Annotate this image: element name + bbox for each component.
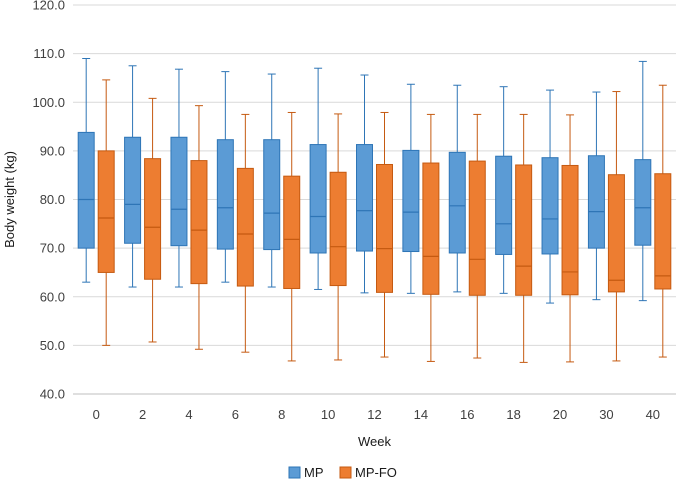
box-mp-fo-week-18	[515, 113, 533, 363]
legend-label: MP	[304, 465, 324, 480]
box-mp-fo-week-40	[654, 84, 672, 358]
x-tick-label: 6	[232, 407, 239, 422]
box-mp-week-14	[402, 83, 420, 294]
box-mp-fo-week-30	[607, 91, 625, 362]
box-mp-fo-week-12	[376, 111, 393, 358]
legend-swatch	[288, 466, 301, 479]
box-iqr	[124, 136, 142, 244]
box-iqr	[144, 158, 162, 280]
box-iqr	[283, 175, 301, 289]
box-mp-fo-week-20	[561, 114, 579, 363]
box-iqr	[97, 150, 115, 273]
legend-item-mp: MP	[288, 465, 324, 480]
y-tick-label: 50.0	[40, 338, 65, 353]
y-axis-ticks: 40.0 50.0 60.0 70.0 80.0 90.0 100.0 110.0 120.0	[32, 0, 65, 402]
x-tick-label: 4	[185, 407, 192, 422]
box-mp-week-4	[170, 68, 188, 288]
y-axis-title: Body weight (kg)	[2, 151, 17, 248]
legend-item-mp-fo: MP-FO	[339, 465, 397, 480]
box-iqr	[654, 173, 672, 290]
box-iqr	[356, 144, 373, 252]
x-tick-label: 8	[278, 407, 285, 422]
y-tick-label: 70.0	[40, 241, 65, 256]
y-tick-label: 110.0	[33, 46, 65, 61]
box-mp-week-40	[634, 60, 652, 302]
box-iqr	[448, 151, 466, 254]
x-tick-label: 12	[367, 407, 381, 422]
box-iqr	[329, 171, 347, 287]
box-mp-fo-week-0	[97, 79, 115, 346]
box-iqr	[495, 155, 513, 255]
box-iqr	[402, 149, 420, 253]
box-mp-fo-week-8	[283, 111, 301, 362]
x-axis-title: Week	[358, 434, 391, 449]
box-mp-week-10	[309, 67, 327, 290]
box-mp-fo-week-16	[468, 113, 486, 359]
box-iqr	[170, 136, 188, 247]
box-iqr	[236, 167, 254, 287]
y-tick-label: 60.0	[40, 289, 65, 304]
box-mp-week-16	[448, 84, 466, 293]
box-mp-week-12	[356, 74, 373, 294]
x-tick-label: 14	[414, 407, 428, 422]
box-iqr	[468, 160, 486, 296]
box-iqr	[607, 174, 625, 293]
legend-swatch	[339, 466, 352, 479]
box-iqr	[634, 159, 652, 246]
y-tick-label: 80.0	[40, 192, 65, 207]
box-mp-week-0	[77, 57, 95, 283]
x-tick-label: 20	[553, 407, 567, 422]
y-tick-label: 100.0	[32, 95, 65, 110]
box-mp-week-8	[263, 73, 281, 288]
box-mp-week-30	[587, 91, 605, 301]
box-iqr	[77, 131, 95, 249]
box-mp-fo-week-10	[329, 113, 347, 361]
y-tick-label: 90.0	[40, 143, 65, 158]
box-mp-fo-week-14	[422, 113, 440, 362]
x-tick-label: 18	[506, 407, 520, 422]
box-iqr	[422, 162, 440, 295]
box-iqr	[190, 160, 208, 285]
y-tick-label: 40.0	[40, 387, 65, 402]
box-iqr	[561, 164, 579, 296]
x-axis-ticks: 0 2 4 6 8 10 12 14 16 18 20 30 40	[93, 407, 660, 422]
box-iqr	[515, 164, 533, 296]
x-tick-label: 30	[599, 407, 613, 422]
gridlines	[73, 4, 676, 346]
x-tick-label: 2	[139, 407, 146, 422]
x-tick-label: 10	[321, 407, 335, 422]
box-iqr	[263, 139, 281, 251]
box-mp-week-20	[541, 89, 559, 304]
box-mp-fo-week-4	[190, 105, 208, 350]
box-iqr	[541, 157, 559, 255]
x-tick-label: 0	[93, 407, 100, 422]
x-tick-label: 16	[460, 407, 474, 422]
box-mp-fo-week-2	[144, 97, 162, 343]
box-mp-week-6	[216, 71, 234, 283]
box-mp-fo-week-6	[236, 113, 254, 353]
y-tick-label: 120.0	[32, 0, 65, 13]
box-iqr	[376, 163, 393, 293]
box-mp-week-18	[495, 86, 513, 294]
legend: MP MP-FO	[288, 465, 397, 480]
box-iqr	[587, 155, 605, 249]
box-mp-week-2	[124, 65, 142, 288]
box-plots	[77, 57, 672, 363]
x-tick-label: 40	[646, 407, 660, 422]
legend-label: MP-FO	[355, 465, 397, 480]
box-iqr	[309, 144, 327, 254]
box-iqr	[216, 139, 234, 250]
